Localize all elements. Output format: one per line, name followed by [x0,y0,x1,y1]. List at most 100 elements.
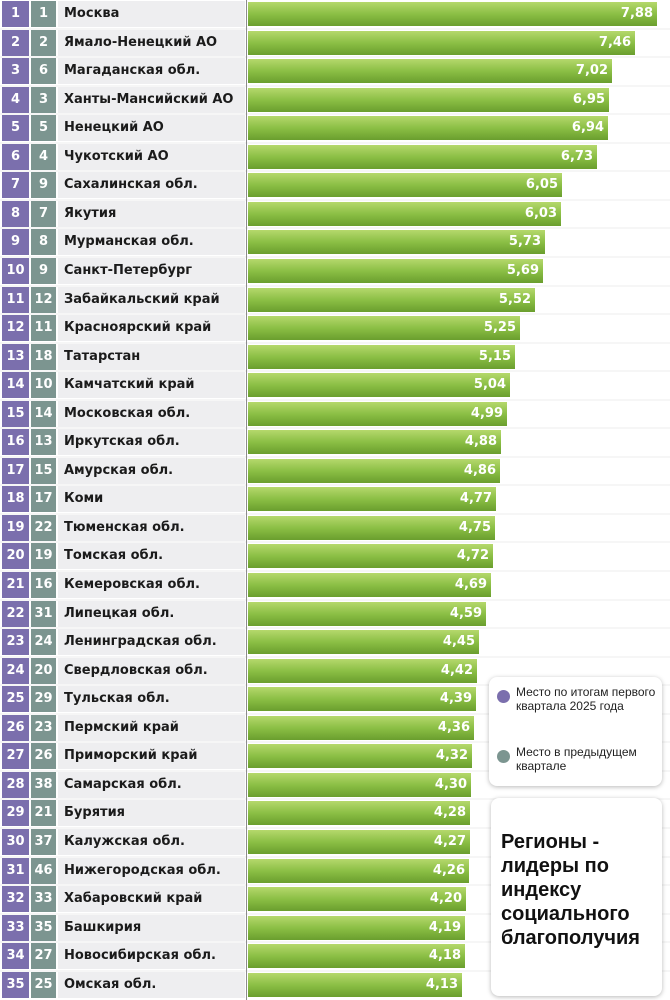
row-separator [0,969,670,972]
chart-row: 12 11 Красноярский край 5,25 [0,315,670,342]
value-label: 4,45 [442,634,475,650]
chart-title: Регионы - лидеры по индексу социального … [501,831,640,949]
value-label: 5,52 [498,291,531,307]
value-bar [248,87,609,112]
region-label: Свердловская обл. [58,657,245,684]
chart-row: 4 3 Ханты-Мансийский АО 6,95 [0,86,670,113]
region-label: Иркутская обл. [58,429,245,456]
previous-rank-badge: 9 [31,172,56,199]
region-label: Приморский край [58,743,245,770]
chart-row: 22 31 Липецкая обл. 4,59 [0,600,670,627]
value-label: 6,03 [524,205,557,221]
region-label: Башкирия [58,914,245,941]
current-rank-badge: 29 [2,800,29,827]
value-label: 4,75 [458,519,491,535]
value-label: 4,18 [428,948,461,964]
row-separator [0,712,670,715]
row-separator [0,141,670,144]
current-rank-badge: 21 [2,572,29,598]
row-separator [0,113,670,116]
chart-row: 9 8 Мурманская обл. 5,73 [0,229,670,256]
previous-rank-badge: 21 [31,800,56,827]
value-label: 6,05 [525,177,558,193]
row-separator [0,198,670,201]
region-label: Тульская обл. [58,686,245,713]
previous-rank-badge: 23 [31,714,56,741]
previous-rank-badge: 17 [31,486,56,513]
previous-rank-badge: 25 [31,971,56,998]
chart-row: 1 1 Москва 7,88 [0,1,670,27]
value-label: 4,27 [433,833,466,849]
value-label: 4,86 [463,462,496,478]
region-label: Чукотский АО [58,143,245,170]
region-label: Ханты-Мансийский АО [58,86,245,113]
row-separator [0,284,670,287]
previous-rank-badge: 26 [31,743,56,770]
previous-rank-badge: 15 [31,457,56,484]
previous-rank-badge: 13 [31,429,56,456]
current-rank-badge: 6 [2,143,29,170]
row-separator [0,56,670,59]
chart-row: 24 20 Свердловская обл. 4,42 [0,657,670,684]
value-label: 4,19 [428,919,461,935]
value-label: 6,94 [571,120,604,136]
current-rank-badge: 7 [2,172,29,199]
previous-rank-badge: 27 [31,943,56,970]
region-label: Якутия [58,200,245,227]
value-label: 4,42 [440,662,473,678]
row-separator [0,313,670,316]
value-bar [248,230,545,255]
chart-row: 8 7 Якутия 6,03 [0,200,670,227]
row-separator [0,427,670,430]
region-label: Сахалинская обл. [58,172,245,199]
chart-row: 15 14 Московская обл. 4,99 [0,400,670,427]
value-bar [248,944,465,969]
previous-rank-badge: 7 [31,200,56,227]
value-bar [248,601,486,626]
value-bar [248,173,562,198]
row-separator [0,941,670,944]
chart-row: 27 26 Приморский край 4,32 [0,743,670,770]
previous-rank-badge: 37 [31,828,56,855]
row-separator [0,884,670,887]
value-bar [248,30,635,55]
value-bar [248,2,657,26]
previous-rank-badge: 22 [31,514,56,541]
value-label: 4,32 [435,748,468,764]
region-label: Коми [58,486,245,513]
chart-row: 19 22 Тюменская обл. 4,75 [0,514,670,541]
row-separator [0,455,670,458]
title-box: Регионы - лидеры по индексу социального … [491,798,662,996]
value-bar [248,316,520,341]
row-separator [0,27,670,30]
current-rank-badge: 24 [2,657,29,684]
previous-rank-badge: 8 [31,229,56,256]
previous-rank-badge: 16 [31,572,56,598]
value-bar [248,829,470,854]
value-bar [248,573,491,597]
previous-rank-badge: 10 [31,372,56,399]
current-rank-badge: 16 [2,429,29,456]
current-rank-badge: 20 [2,543,29,570]
previous-rank-badge: 11 [31,315,56,342]
current-rank-badge: 3 [2,58,29,85]
region-label: Москва [58,1,245,27]
previous-rank-badge: 46 [31,857,56,884]
chart-axis-line [246,0,247,1000]
current-rank-badge: 28 [2,771,29,798]
row-separator [0,798,670,801]
row-separator [0,912,670,915]
previous-rank-badge: 14 [31,400,56,427]
current-rank-badge: 13 [2,343,29,370]
value-label: 4,77 [459,491,492,507]
value-label: 4,59 [449,605,482,621]
chart-row: 34 27 Новосибирская обл. 4,18 [0,943,670,970]
value-label: 4,39 [439,691,472,707]
region-label: Пермский край [58,714,245,741]
current-rank-badge: 5 [2,115,29,142]
value-label: 4,30 [434,776,467,792]
row-separator [0,398,670,401]
value-bar [248,687,476,712]
current-rank-badge: 33 [2,914,29,941]
row-separator [0,627,670,630]
